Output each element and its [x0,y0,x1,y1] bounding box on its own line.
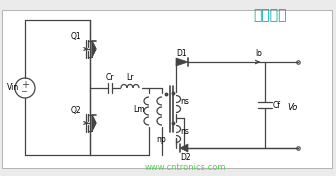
Text: Q1: Q1 [71,32,81,40]
Text: Lr: Lr [126,74,134,83]
Text: Vin: Vin [7,83,19,93]
Text: Lm: Lm [133,105,145,114]
Polygon shape [180,144,188,152]
Text: D1: D1 [177,49,187,58]
Text: D2: D2 [181,152,191,162]
Text: Vo: Vo [288,102,298,112]
Text: Cr: Cr [106,74,114,83]
Polygon shape [92,115,96,131]
Text: Q2: Q2 [71,105,81,115]
Text: Io: Io [256,49,262,58]
Text: ns: ns [180,98,190,106]
Text: −: − [20,87,28,96]
Text: np: np [156,136,166,144]
Bar [2,10,332,168]
Polygon shape [176,58,188,66]
Polygon shape [92,41,96,57]
Text: ns: ns [180,127,190,137]
Text: 谐振半桥: 谐振半桥 [253,8,287,22]
Text: www.cntronics.com: www.cntronics.com [144,164,226,172]
Text: Cf: Cf [273,100,281,109]
Text: +: + [21,80,29,90]
